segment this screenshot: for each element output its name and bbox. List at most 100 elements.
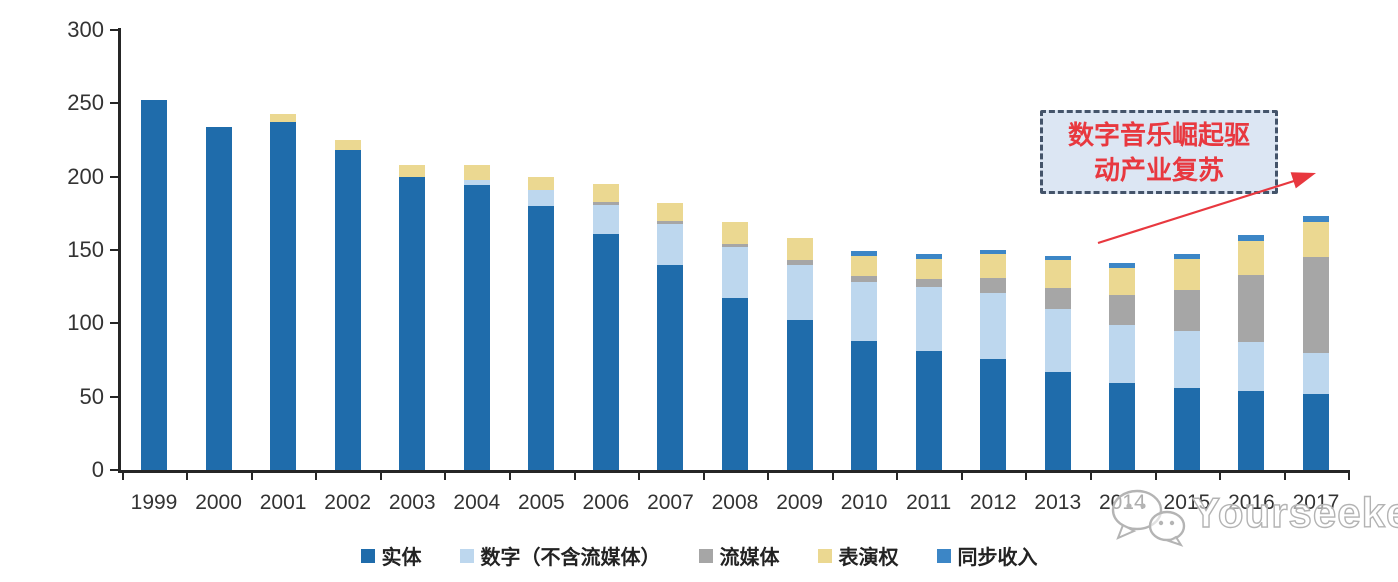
bar-2017-segment-streaming: [1302, 257, 1329, 353]
bar-2000: [205, 126, 232, 470]
bar-2001-segment-performance: [270, 113, 297, 123]
x-axis-tick-label: 2017: [1292, 491, 1340, 514]
bar-2017-segment-digital: [1302, 352, 1329, 394]
bar-2013: [1044, 255, 1071, 470]
bar-2010-segment-sync: [851, 251, 878, 256]
y-axis-tick: [110, 249, 119, 251]
y-axis-tick: [110, 395, 119, 398]
bar-2016: [1238, 235, 1265, 470]
bar-2005-segment-digital: [528, 189, 555, 206]
bar-2010-segment-digital: [851, 282, 878, 341]
y-axis-tick: [110, 469, 119, 471]
bar-2006: [592, 184, 619, 470]
bar-2003-segment-performance: [399, 164, 426, 177]
legend-label-performance: 表演权: [838, 547, 899, 569]
x-axis-tick-label: 1999: [130, 491, 178, 514]
x-axis-tick: [379, 472, 382, 480]
legend-item-sync: 同步收入: [936, 541, 1038, 570]
bar-2009-segment-performance: [786, 238, 813, 261]
legend-marker-physical: [360, 548, 375, 563]
bar-2006-segment-performance: [592, 184, 619, 202]
bar-2012-segment-streaming: [980, 277, 1007, 293]
y-axis-tick: [110, 102, 119, 105]
bar-2013-segment-physical: [1044, 371, 1071, 470]
legend-label-digital: 数字（不含流媒体）: [480, 547, 661, 569]
legend-item-digital: 数字（不含流媒体）: [459, 541, 661, 570]
bar-2001: [270, 113, 297, 470]
x-axis-tick: [1154, 472, 1157, 480]
y-axis-tick: [110, 29, 119, 31]
x-axis-tick-label: 2005: [517, 491, 565, 514]
x-axis-tick-label: 2006: [582, 491, 630, 514]
x-axis-tick-label: 2000: [195, 491, 242, 514]
bar-2015-segment-performance: [1173, 258, 1200, 290]
y-axis-tick-label: 0: [91, 457, 104, 482]
bar-2014: [1109, 263, 1136, 470]
bar-2016-segment-performance: [1238, 241, 1265, 275]
x-axis-tick: [960, 472, 963, 480]
bar-2004-segment-digital: [463, 179, 490, 186]
bar-2017-segment-sync: [1302, 216, 1329, 223]
bar-2016-segment-physical: [1238, 390, 1265, 470]
bar-2004: [463, 164, 490, 470]
x-axis-tick-label: 2016: [1228, 491, 1275, 514]
bar-2010-segment-performance: [851, 255, 878, 277]
bar-2014-segment-performance: [1109, 267, 1136, 296]
x-axis-tick: [1283, 472, 1286, 480]
bar-2015: [1173, 254, 1200, 470]
wechat-icon: [1111, 489, 1186, 547]
x-axis-tick-label: 2001: [259, 491, 307, 514]
y-axis-tick-label: 200: [67, 163, 104, 189]
bar-1999: [141, 100, 167, 470]
x-axis-tick-label: 2002: [324, 491, 372, 514]
x-axis-tick-label: 2008: [711, 491, 759, 514]
bar-2007-segment-physical: [657, 264, 684, 470]
x-axis-tick: [186, 472, 189, 480]
annotation-box: 数字音乐崛起驱 动产业复苏: [1040, 110, 1278, 194]
bar-2015-segment-digital: [1173, 330, 1200, 388]
legend-label-streaming: 流媒体: [719, 547, 780, 569]
x-axis-tick-label: 2009: [776, 491, 823, 514]
bar-2012: [980, 250, 1007, 470]
bar-1999-segment-physical: [141, 100, 167, 470]
bar-2014-segment-streaming: [1109, 295, 1136, 325]
bar-2005-segment-physical: [528, 205, 555, 470]
bar-2002-segment-physical: [334, 150, 361, 470]
bar-2014-segment-physical: [1109, 383, 1136, 470]
bar-2009-segment-streaming: [786, 260, 813, 265]
annotation-text-line2: 动产业复苏: [1093, 155, 1224, 185]
x-axis-tick: [896, 472, 899, 480]
x-axis-tick: [1348, 472, 1351, 480]
y-axis-tick-label: 300: [67, 17, 104, 42]
x-axis-tick-label: 2013: [1034, 491, 1082, 514]
bar-2013-segment-performance: [1044, 260, 1071, 289]
legend-item-streaming: 流媒体: [698, 541, 780, 570]
y-axis-tick: [110, 322, 119, 325]
legend-marker-digital: [459, 548, 474, 563]
x-axis-tick: [1025, 472, 1028, 480]
x-axis-tick-label: 2010: [840, 491, 888, 514]
legend-item-physical: 实体: [360, 541, 422, 570]
y-axis-tick: [110, 175, 119, 178]
legend-marker-streaming: [698, 548, 713, 563]
bar-2014-segment-digital: [1109, 324, 1136, 384]
bar-2006-segment-streaming: [592, 201, 619, 205]
x-axis-tick-label: 2007: [647, 491, 694, 514]
watermark: Yourseeker: [1110, 487, 1398, 547]
x-axis-tick: [509, 472, 512, 480]
x-axis-tick-label: 2011: [906, 491, 952, 514]
x-axis-tick: [638, 472, 641, 480]
bar-2008-segment-streaming: [721, 244, 748, 248]
bar-2012-segment-physical: [980, 358, 1007, 470]
bar-2006-segment-digital: [592, 204, 619, 234]
y-axis-line: [118, 28, 121, 472]
bar-2005-segment-performance: [528, 176, 555, 190]
x-axis-tick: [444, 472, 447, 480]
bar-2007-segment-streaming: [657, 220, 684, 224]
bar-2011-segment-digital: [915, 286, 942, 352]
bar-2015-segment-streaming: [1173, 289, 1200, 331]
bar-2003: [399, 164, 426, 470]
bar-2003-segment-physical: [399, 176, 426, 470]
x-axis-tick: [1219, 472, 1222, 480]
